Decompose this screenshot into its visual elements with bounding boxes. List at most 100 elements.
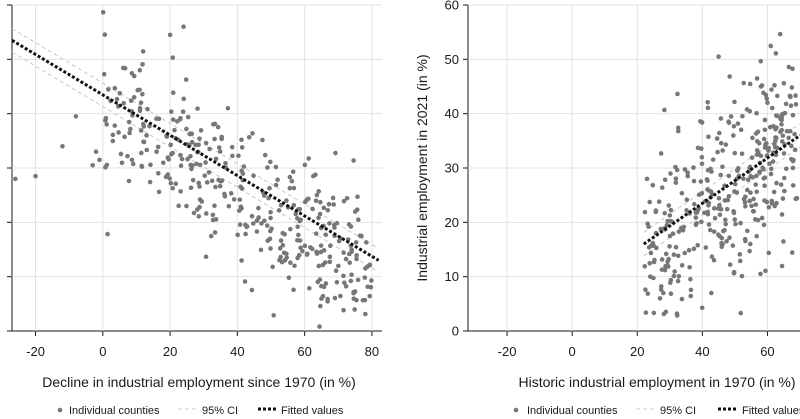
county-point (762, 117, 768, 123)
county-point (773, 135, 778, 140)
county-point (196, 180, 202, 186)
county-point (665, 218, 670, 224)
county-point (754, 233, 759, 239)
county-point (280, 242, 286, 248)
county-point (762, 183, 767, 189)
county-point (249, 287, 255, 293)
county-point (744, 228, 750, 234)
county-point (761, 90, 766, 96)
county-point (739, 273, 745, 279)
county-point (265, 165, 270, 170)
right-x-ticks: -20 0 20 40 60 (498, 331, 775, 359)
county-point (732, 189, 737, 194)
county-point (738, 310, 744, 316)
right-legend-points-marker (513, 407, 519, 413)
county-point (323, 281, 329, 286)
county-point (699, 219, 704, 225)
county-point (317, 324, 322, 329)
county-point (117, 90, 123, 96)
county-point (659, 257, 665, 262)
county-point (732, 217, 738, 222)
county-point (723, 221, 729, 227)
county-point (93, 149, 99, 154)
county-point (145, 106, 150, 112)
y-tick-label: 60 (445, 0, 459, 13)
county-point (173, 181, 179, 187)
county-point (204, 180, 210, 185)
county-point (705, 105, 711, 111)
left-legend-fit-label: Fitted values (281, 405, 344, 417)
county-point (359, 233, 364, 239)
county-point (735, 121, 741, 126)
county-point (278, 238, 284, 243)
county-point (306, 156, 311, 161)
county-point (662, 107, 667, 113)
right-legend-fit-label: Fitted values (742, 405, 800, 417)
county-point (271, 313, 276, 318)
county-point (705, 167, 711, 173)
county-point (688, 293, 694, 299)
county-point (241, 164, 247, 169)
county-point (138, 150, 144, 156)
county-point (743, 203, 748, 209)
right-y-axis-label: Industrial employment in 2021 (in %) (414, 54, 430, 281)
county-point (672, 269, 677, 274)
county-point (718, 140, 724, 146)
county-point (712, 215, 718, 221)
county-point (673, 176, 679, 181)
county-point (355, 194, 360, 200)
county-point (652, 257, 657, 263)
county-point (189, 139, 195, 145)
county-point (240, 171, 246, 176)
county-point (676, 229, 682, 234)
county-point (262, 152, 268, 158)
county-point (137, 105, 143, 111)
county-point (341, 250, 346, 255)
county-point (216, 177, 221, 183)
x-tick-label: 20 (163, 344, 177, 359)
county-point (127, 126, 133, 132)
county-point (178, 116, 183, 121)
county-point (704, 177, 710, 182)
county-point (793, 93, 798, 98)
county-point (751, 196, 756, 202)
county-point (351, 289, 356, 295)
county-point (717, 212, 723, 218)
county-point (349, 247, 354, 253)
county-point (753, 202, 759, 207)
county-point (684, 197, 690, 203)
left-fitted-line (11, 39, 380, 262)
county-point (762, 175, 768, 180)
county-point (210, 212, 216, 218)
y-tick-label: 40 (445, 106, 459, 121)
county-point (154, 149, 159, 154)
county-point (724, 238, 729, 244)
county-point (122, 134, 127, 140)
county-point (316, 263, 322, 269)
county-point (702, 210, 707, 216)
county-point (758, 271, 763, 277)
x-tick-label: -20 (498, 344, 517, 359)
county-point (781, 175, 787, 181)
county-point (122, 66, 128, 71)
county-point (242, 279, 248, 284)
county-point (731, 123, 737, 129)
county-point (775, 113, 780, 119)
county-point (239, 145, 245, 150)
county-point (141, 139, 146, 145)
county-point (343, 256, 349, 262)
county-point (675, 125, 681, 131)
county-point (367, 293, 373, 299)
county-point (110, 132, 116, 138)
county-point (670, 231, 676, 237)
county-point (647, 199, 652, 205)
county-point (781, 80, 787, 86)
county-point (112, 85, 118, 91)
county-point (127, 130, 132, 136)
county-point (167, 176, 173, 181)
county-point (308, 245, 313, 250)
county-point (740, 113, 745, 119)
county-point (693, 222, 699, 228)
county-point (792, 131, 797, 137)
county-point (353, 240, 359, 245)
